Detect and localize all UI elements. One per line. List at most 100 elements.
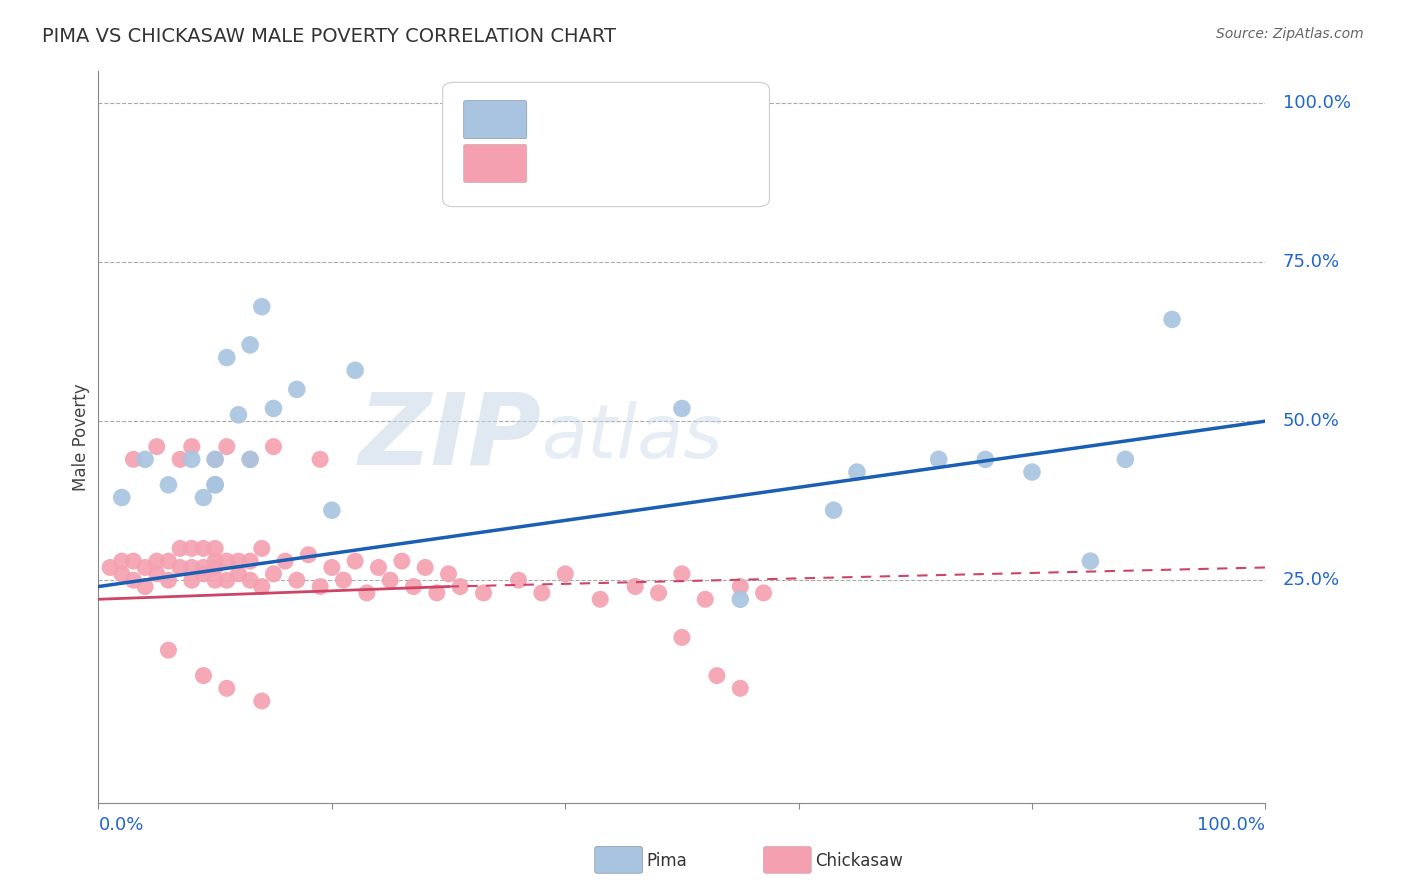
Point [332, 573, 354, 587]
Point [239, 338, 262, 352]
Point [193, 491, 215, 505]
Point [1080, 554, 1102, 568]
Point [437, 566, 460, 581]
Point [193, 541, 215, 556]
Text: 0.0%: 0.0% [98, 816, 143, 834]
Point [193, 668, 215, 682]
Point [111, 566, 134, 581]
Text: 100.0%: 100.0% [1282, 95, 1351, 112]
Point [239, 573, 262, 587]
Point [344, 363, 367, 377]
Point [204, 554, 226, 568]
Point [730, 580, 752, 594]
Point [122, 554, 145, 568]
Point [356, 586, 378, 600]
Point [111, 554, 134, 568]
Point [180, 440, 202, 454]
Point [846, 465, 869, 479]
Point [730, 592, 752, 607]
Point [413, 560, 436, 574]
Point [285, 383, 308, 397]
Text: 25.0%: 25.0% [1282, 571, 1340, 590]
Point [204, 560, 226, 574]
Point [215, 681, 238, 696]
Text: 75.0%: 75.0% [1282, 253, 1340, 271]
Point [146, 566, 169, 581]
Point [262, 401, 284, 416]
Point [730, 681, 752, 696]
Point [250, 541, 273, 556]
FancyBboxPatch shape [464, 145, 527, 183]
Point [530, 586, 553, 600]
Point [228, 408, 250, 422]
Text: R = 0.538   N = 31: R = 0.538 N = 31 [541, 109, 727, 127]
Point [752, 586, 775, 600]
Point [180, 452, 202, 467]
Point [169, 452, 191, 467]
Point [344, 554, 367, 568]
Text: R = 0.047   N = 75: R = 0.047 N = 75 [541, 153, 727, 172]
Text: Pima: Pima [647, 852, 688, 870]
Point [624, 580, 647, 594]
Text: 100.0%: 100.0% [1198, 816, 1265, 834]
Point [122, 573, 145, 587]
Point [215, 351, 238, 365]
Point [239, 554, 262, 568]
Point [157, 643, 180, 657]
Point [1161, 312, 1184, 326]
Point [297, 548, 319, 562]
Point [671, 566, 693, 581]
Point [134, 560, 156, 574]
Text: PIMA VS CHICKASAW MALE POVERTY CORRELATION CHART: PIMA VS CHICKASAW MALE POVERTY CORRELATI… [42, 27, 616, 45]
Point [204, 452, 226, 467]
Point [215, 554, 238, 568]
Point [215, 440, 238, 454]
Point [239, 452, 262, 467]
Point [157, 554, 180, 568]
Point [367, 560, 389, 574]
Point [928, 452, 950, 467]
Point [250, 580, 273, 594]
Point [554, 566, 576, 581]
Point [146, 440, 169, 454]
Point [134, 580, 156, 594]
Point [180, 560, 202, 574]
Point [1021, 465, 1043, 479]
Point [204, 477, 226, 491]
Point [122, 452, 145, 467]
Point [180, 573, 202, 587]
Point [204, 541, 226, 556]
Point [157, 477, 180, 491]
Point [449, 580, 471, 594]
Point [823, 503, 845, 517]
Point [706, 668, 728, 682]
Point [274, 554, 297, 568]
FancyBboxPatch shape [464, 101, 527, 138]
Point [157, 573, 180, 587]
Point [589, 592, 612, 607]
Point [1114, 452, 1136, 467]
Y-axis label: Male Poverty: Male Poverty [72, 384, 90, 491]
Point [180, 541, 202, 556]
Text: 50.0%: 50.0% [1282, 412, 1340, 430]
Point [239, 452, 262, 467]
Point [262, 566, 284, 581]
Point [215, 573, 238, 587]
Point [204, 573, 226, 587]
Point [974, 452, 997, 467]
Text: ZIP: ZIP [359, 389, 541, 485]
Point [228, 554, 250, 568]
Point [250, 694, 273, 708]
Point [402, 580, 425, 594]
Point [647, 586, 669, 600]
Point [111, 491, 134, 505]
Point [146, 554, 169, 568]
Point [426, 586, 449, 600]
Point [671, 631, 693, 645]
Point [391, 554, 413, 568]
Point [204, 477, 226, 491]
Point [193, 566, 215, 581]
Text: Source: ZipAtlas.com: Source: ZipAtlas.com [1216, 27, 1364, 41]
Point [321, 560, 343, 574]
Text: atlas: atlas [541, 401, 723, 473]
